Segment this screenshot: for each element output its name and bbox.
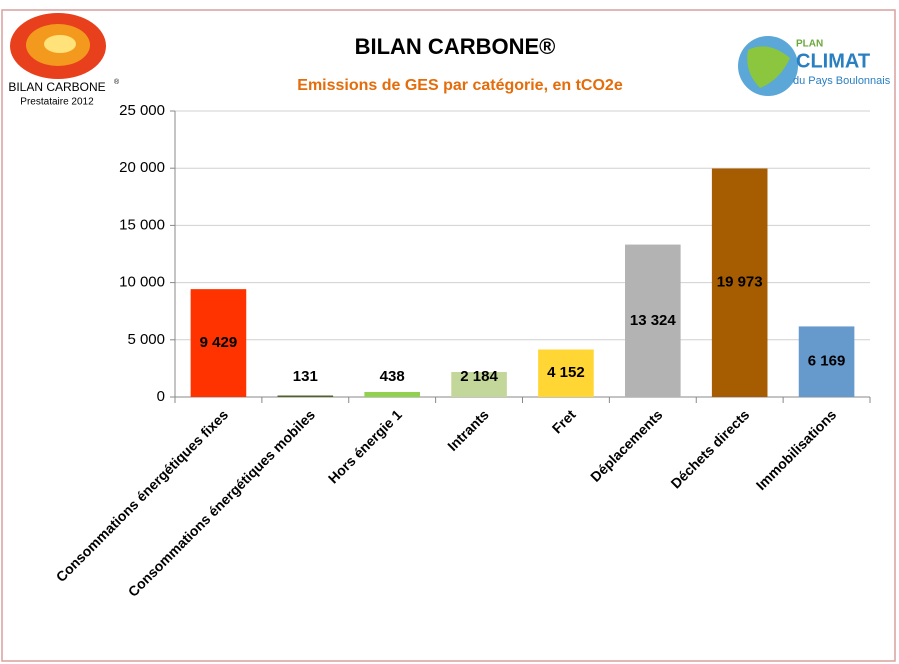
logo-left: BILAN CARBONE ® Prestataire 2012 [8, 13, 120, 108]
bar [711, 168, 768, 397]
y-tick-label: 25 000 [119, 102, 165, 119]
value-label: 2 184 [460, 368, 498, 385]
y-tick-label: 15 000 [119, 216, 165, 233]
logo-caption: du Pays Boulonnais [793, 75, 891, 87]
x-tick-label: Déplacements [587, 406, 666, 485]
x-tick-label: Fret [549, 406, 579, 436]
y-tick-label: 0 [157, 388, 165, 405]
y-tick-label: 5 000 [127, 331, 165, 348]
value-label: 19 973 [717, 274, 763, 291]
y-tick-label: 10 000 [119, 274, 165, 291]
value-label: 438 [380, 368, 405, 385]
logo-text: CLIMAT [796, 50, 870, 72]
x-tick-label: Consommations énergétiques mobiles [125, 406, 319, 600]
x-tick-label: Consommations énergétiques fixes [53, 406, 232, 585]
logo-text: BILAN CARBONE [8, 80, 105, 94]
bar [451, 372, 507, 397]
frame [1, 9, 896, 662]
logo-leaf [747, 46, 790, 88]
bar [538, 349, 594, 397]
chart-title: BILAN CARBONE® [355, 34, 556, 59]
x-tick-label: Hors énergie 1 [325, 406, 405, 486]
x-tick-label: Immobilisations [753, 406, 840, 493]
logo-right: PLAN CLIMAT du Pays Boulonnais [738, 36, 891, 96]
value-label: 9 429 [200, 334, 238, 351]
x-tick-label: Déchets directs [667, 406, 752, 491]
logo-text: PLAN [796, 39, 823, 50]
value-label: 4 152 [547, 364, 585, 381]
logo-mark: ® [114, 78, 120, 86]
bar [277, 395, 334, 397]
value-label: 131 [293, 368, 318, 385]
bar [798, 326, 855, 397]
x-tick-label: Intrants [444, 406, 492, 454]
chart-subtitle: Emissions de GES par catégorie, en tCO2e [297, 77, 623, 94]
bar [625, 244, 681, 397]
bar [364, 391, 420, 397]
logo-core [44, 35, 76, 53]
bar [190, 289, 247, 397]
value-label: 6 169 [808, 353, 846, 370]
value-label: 13 324 [630, 312, 677, 329]
y-tick-label: 20 000 [119, 159, 165, 176]
logo-caption: Prestataire 2012 [20, 97, 94, 108]
